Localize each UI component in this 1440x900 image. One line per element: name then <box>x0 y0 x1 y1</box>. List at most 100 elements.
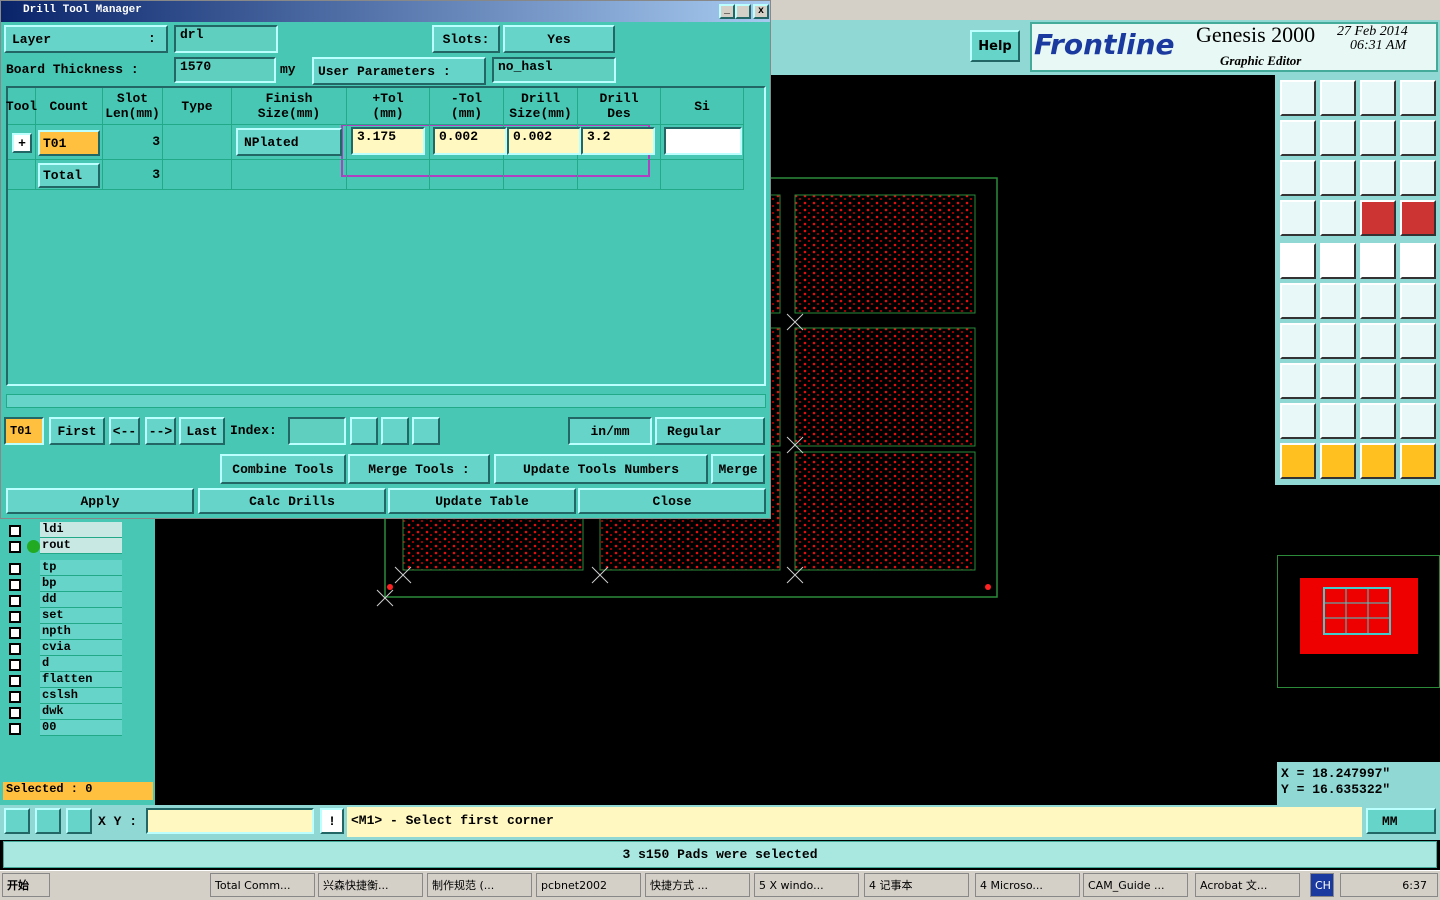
tool-icon[interactable] <box>1320 283 1356 319</box>
tool-icon[interactable] <box>1360 120 1396 156</box>
action-button[interactable]: Calc Drills <box>198 488 386 514</box>
layer-check[interactable] <box>9 627 21 639</box>
close-x[interactable]: x <box>753 4 769 19</box>
layer-check[interactable] <box>9 563 21 575</box>
tool-icon[interactable] <box>1400 403 1436 439</box>
action-button[interactable]: Update Table <box>388 488 576 514</box>
nav-button[interactable]: Last <box>179 417 225 445</box>
layer-name[interactable]: cvia <box>40 640 122 656</box>
tool-icon[interactable] <box>1360 80 1396 116</box>
index-input[interactable] <box>288 417 346 445</box>
minimize[interactable]: _ <box>719 4 735 19</box>
task-button[interactable]: pcbnet2002 <box>536 873 641 897</box>
layer-check[interactable] <box>9 675 21 687</box>
tool-icon[interactable] <box>1320 160 1356 196</box>
action-button[interactable]: Merge Tools : <box>348 454 490 484</box>
layer-check[interactable] <box>9 723 21 735</box>
units-select[interactable]: in/mm <box>568 417 652 445</box>
maximize[interactable] <box>735 4 751 19</box>
tool-button[interactable] <box>4 808 30 834</box>
layer-name[interactable]: tp <box>40 560 122 576</box>
tool-icon[interactable] <box>1400 283 1436 319</box>
help-button[interactable]: Help <box>970 30 1020 62</box>
tool-icon[interactable] <box>1400 323 1436 359</box>
action-button[interactable]: Apply <box>6 488 194 514</box>
layer-check[interactable] <box>9 707 21 719</box>
tool-icon[interactable] <box>1360 363 1396 399</box>
user-params-input[interactable]: no_hasl <box>492 57 616 83</box>
type-select[interactable]: NPlated <box>236 128 342 156</box>
layer-check[interactable] <box>9 525 21 537</box>
alert-button[interactable]: ! <box>320 808 344 834</box>
tool-icon[interactable] <box>1280 443 1316 479</box>
tool-icon[interactable] <box>1280 243 1316 279</box>
task-button[interactable]: 4 Microso... <box>975 873 1080 897</box>
size-input[interactable]: 0.002 <box>507 127 581 155</box>
tool-icon[interactable] <box>1320 243 1356 279</box>
tool-icon[interactable] <box>1400 160 1436 196</box>
tool-icon[interactable] <box>1360 160 1396 196</box>
layer-check[interactable] <box>9 595 21 607</box>
layer-name[interactable]: cslsh <box>40 688 122 704</box>
tool-icon[interactable] <box>1360 403 1396 439</box>
action-button[interactable]: Update Tools Numbers <box>494 454 708 484</box>
layer-check[interactable] <box>9 659 21 671</box>
tool-icon[interactable] <box>1360 443 1396 479</box>
start-button[interactable]: 开始 <box>2 873 50 897</box>
nav-button[interactable]: --> <box>145 417 176 445</box>
size-input[interactable]: 0.002 <box>433 127 507 155</box>
layer-name[interactable]: dwk <box>40 704 122 720</box>
tool-icon[interactable] <box>1400 200 1436 236</box>
tool-cell[interactable]: T01 <box>38 130 100 156</box>
layer-name[interactable]: bp <box>40 576 122 592</box>
tool-icon[interactable] <box>1320 403 1356 439</box>
layer-check[interactable] <box>9 611 21 623</box>
size-input[interactable]: 3.175 <box>351 127 425 155</box>
tool-icon[interactable] <box>1400 363 1436 399</box>
tool-icon[interactable] <box>1280 120 1316 156</box>
scrollbar[interactable] <box>6 394 766 408</box>
layer-name[interactable]: 00 <box>40 720 122 736</box>
tool-icon[interactable] <box>1360 243 1396 279</box>
tool-icon[interactable] <box>1400 243 1436 279</box>
tool-icon[interactable] <box>1280 80 1316 116</box>
tool-icon[interactable] <box>1320 443 1356 479</box>
task-button[interactable]: Total Comm... <box>210 873 315 897</box>
tool-icon[interactable] <box>1320 80 1356 116</box>
action-button[interactable]: Combine Tools <box>220 454 346 484</box>
tool-button[interactable] <box>66 808 92 834</box>
layer-name[interactable]: d <box>40 656 122 672</box>
action-button[interactable]: Close <box>578 488 766 514</box>
tool-icon[interactable] <box>1280 200 1316 236</box>
layer-check[interactable] <box>9 541 21 553</box>
layer-name[interactable]: dd <box>40 592 122 608</box>
task-button[interactable]: 制作规范 (... <box>427 873 532 897</box>
task-button[interactable]: Acrobat 文... <box>1195 873 1300 897</box>
mode-select[interactable]: Regular <box>655 417 765 445</box>
slots-select[interactable]: Yes <box>503 25 615 53</box>
drill-des-input[interactable] <box>664 127 742 155</box>
units-select[interactable]: MM <box>1366 808 1436 834</box>
expand-button[interactable]: + <box>12 133 32 153</box>
layer-input[interactable]: drl <box>174 25 278 53</box>
layer-name[interactable]: npth <box>40 624 122 640</box>
tool-icon[interactable] <box>1320 363 1356 399</box>
task-button[interactable]: 5 X windo... <box>754 873 859 897</box>
thickness-input[interactable]: 1570 <box>174 57 276 83</box>
tool-icon[interactable] <box>1320 323 1356 359</box>
size-input[interactable]: 3.2 <box>581 127 655 155</box>
task-button[interactable]: CAM_Guide ... <box>1083 873 1188 897</box>
tool-button[interactable] <box>35 808 61 834</box>
tool-icon[interactable] <box>1400 120 1436 156</box>
tool-icon[interactable] <box>1360 323 1396 359</box>
lang[interactable]: CH <box>1310 873 1334 897</box>
tool-icon[interactable] <box>1280 283 1316 319</box>
tool-icon[interactable] <box>1280 403 1316 439</box>
nav-icon[interactable] <box>412 417 440 445</box>
layer-check[interactable] <box>9 643 21 655</box>
tool-icon[interactable] <box>1400 443 1436 479</box>
tool-icon[interactable] <box>1360 200 1396 236</box>
layer-name[interactable]: flatten <box>40 672 122 688</box>
tool-icon[interactable] <box>1400 80 1436 116</box>
tool-icon[interactable] <box>1320 200 1356 236</box>
